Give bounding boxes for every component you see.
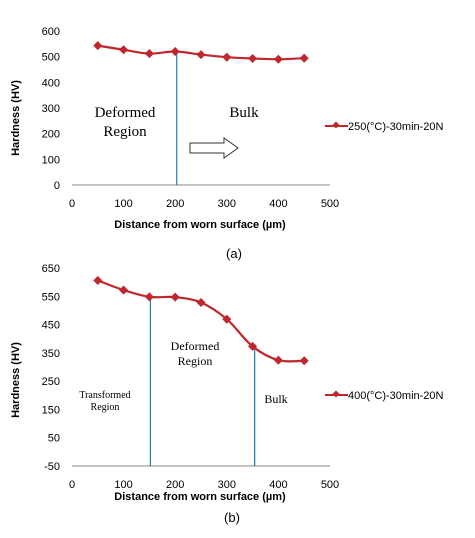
- data-point: [222, 52, 232, 62]
- y-tick-label: 650: [42, 263, 60, 275]
- legend-b: 400(°C)-30min-20N: [325, 390, 444, 402]
- data-point: [299, 356, 309, 366]
- x-tick-label: 400: [269, 198, 287, 210]
- x-tick-label: 100: [114, 479, 132, 491]
- data-point: [248, 341, 258, 351]
- x-axis-title-a: Distance from worn surface (µm): [114, 219, 286, 231]
- y-tick-label: 100: [42, 154, 60, 166]
- x-tick-label: 500: [321, 198, 339, 210]
- x-tick-label: 0: [69, 198, 75, 210]
- x-tick-label: 200: [166, 198, 184, 210]
- data-point: [299, 53, 309, 63]
- y-tick-label: 0: [54, 180, 60, 192]
- x-tick-label: 300: [218, 479, 236, 491]
- x-tick-label: 500: [321, 479, 339, 491]
- x-tick-label: 100: [114, 198, 132, 210]
- y-tick-label: 200: [42, 129, 60, 141]
- data-point: [196, 297, 206, 308]
- y-ticks-a: 0 100 200 300 400 500 600: [42, 26, 60, 192]
- data-point: [93, 275, 103, 285]
- data-point: [273, 54, 283, 64]
- data-point: [93, 41, 103, 51]
- y-tick-label: 550: [42, 291, 60, 303]
- annotation-deformed-a: Deformed: [95, 105, 156, 121]
- annotation-transformed-b: Transformed: [79, 390, 130, 401]
- annotation-region-b: Region: [178, 354, 213, 368]
- x-axis-title-b: Distance from worn surface (µm): [114, 491, 286, 503]
- y-tick-label: 300: [42, 103, 60, 115]
- annotation-deformed-b: Deformed: [171, 339, 220, 353]
- data-point: [170, 292, 180, 302]
- x-tick-label: 200: [166, 479, 184, 491]
- data-point: [170, 47, 180, 57]
- data-point: [144, 49, 154, 59]
- series-a: [93, 41, 309, 64]
- annotation-bulk-a: Bulk: [229, 105, 259, 121]
- y-tick-label: 600: [42, 26, 60, 38]
- y-tick-label: 500: [42, 52, 60, 64]
- data-point: [119, 45, 129, 55]
- x-tick-label: 0: [69, 479, 75, 491]
- y-axis-title-a: Hardness (HV): [10, 80, 22, 156]
- chart-b: -50 50 150 250 350 450 550 650 0 100 200 300 400 500…: [10, 263, 444, 525]
- y-tick-label: 250: [42, 376, 60, 388]
- caption-a: (a): [226, 246, 242, 261]
- legend-label-a: 250(°C)-30min-20N: [348, 121, 444, 133]
- y-tick-label: -50: [44, 461, 60, 473]
- y-tick-label: 50: [48, 433, 60, 445]
- x-tick-label: 400: [269, 479, 287, 491]
- legend-label-b: 400(°C)-30min-20N: [348, 390, 444, 402]
- x-ticks-b: 0 100 200 300 400 500: [69, 479, 339, 491]
- arrow-icon: [189, 137, 239, 159]
- y-tick-label: 400: [42, 77, 60, 89]
- y-tick-label: 350: [42, 348, 60, 360]
- x-ticks-a: 0 100 200 300 400 500: [69, 198, 339, 210]
- annotation-bulk-b: Bulk: [264, 392, 287, 406]
- legend-marker-a: [332, 121, 340, 129]
- data-point: [222, 314, 232, 324]
- y-tick-label: 150: [42, 404, 60, 416]
- x-tick-label: 300: [218, 198, 236, 210]
- legend-marker-b: [332, 390, 340, 398]
- annotation-transformed-region-b: Region: [91, 402, 120, 413]
- data-point: [196, 50, 206, 60]
- y-ticks-b: -50 50 150 250 350 450 550 650: [42, 263, 60, 473]
- data-point: [144, 292, 154, 302]
- data-point: [248, 53, 258, 63]
- y-tick-label: 450: [42, 320, 60, 332]
- y-axis-title-b: Hardness (HV): [10, 342, 22, 418]
- caption-b: (b): [224, 510, 240, 525]
- legend-a: 250(°C)-30min-20N: [325, 121, 444, 133]
- data-point: [119, 285, 129, 295]
- data-point: [273, 355, 283, 365]
- chart-a: 0 100 200 300 400 500 600 0 100 200 300 400 500 Dis…: [10, 26, 444, 261]
- annotation-region-a: Region: [103, 124, 147, 140]
